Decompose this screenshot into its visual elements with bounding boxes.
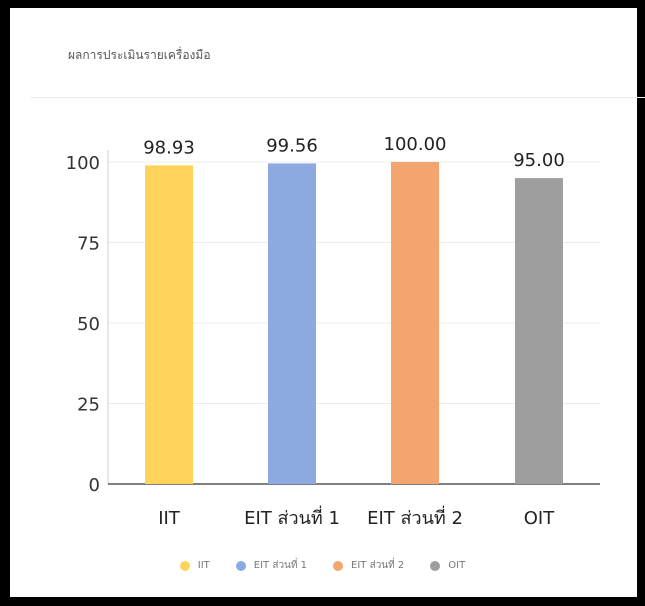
bar: [391, 162, 439, 484]
card-title: ผลการประเมินรายเครื่องมือ: [68, 48, 211, 62]
value-label: 99.56: [266, 135, 318, 156]
value-label: 95.00: [513, 150, 565, 171]
x-tick-label: OIT: [524, 508, 555, 529]
y-tick-label: 100: [66, 153, 100, 174]
bar: [145, 165, 193, 484]
legend-item[interactable]: EIT ส่วนที่ 2: [333, 558, 404, 573]
title-divider: [30, 97, 645, 98]
legend-label: OIT: [448, 560, 466, 571]
value-label: 100.00: [384, 134, 447, 155]
legend-item[interactable]: OIT: [430, 558, 465, 573]
value-label: 98.93: [143, 137, 195, 158]
legend-item[interactable]: IIT: [179, 558, 210, 573]
axis-layer: 0 25 50 75 100: [66, 150, 600, 496]
x-tick-label: EIT ส่วนที่ 1: [244, 505, 340, 529]
x-tick-label: EIT ส่วนที่ 2: [367, 505, 463, 529]
legend-swatch: [179, 560, 190, 571]
legend-swatch: [430, 560, 441, 571]
label-layer: 98.93 IIT 99.56 EIT ส่วนที่ 1 100.00 EIT ส่วน…: [143, 134, 565, 529]
bar-layer: [145, 162, 563, 484]
chart-legend: IIT EIT ส่วนที่ 1 EIT ส่วนที่ 2 OIT: [0, 558, 645, 573]
y-tick-label: 75: [77, 234, 100, 255]
y-tick-label: 50: [77, 314, 100, 335]
legend-item[interactable]: EIT ส่วนที่ 1: [235, 558, 308, 573]
x-tick-label: IIT: [158, 508, 181, 529]
bar: [515, 178, 563, 484]
legend-label: EIT ส่วนที่ 1: [253, 560, 308, 571]
legend-swatch: [333, 560, 344, 571]
bar: [268, 163, 316, 484]
legend-label: IIT: [197, 560, 210, 571]
y-tick-label: 0: [89, 475, 100, 496]
y-tick-label: 25: [77, 395, 100, 416]
legend-label: EIT ส่วนที่ 2: [351, 560, 405, 571]
legend-swatch: [235, 560, 246, 571]
